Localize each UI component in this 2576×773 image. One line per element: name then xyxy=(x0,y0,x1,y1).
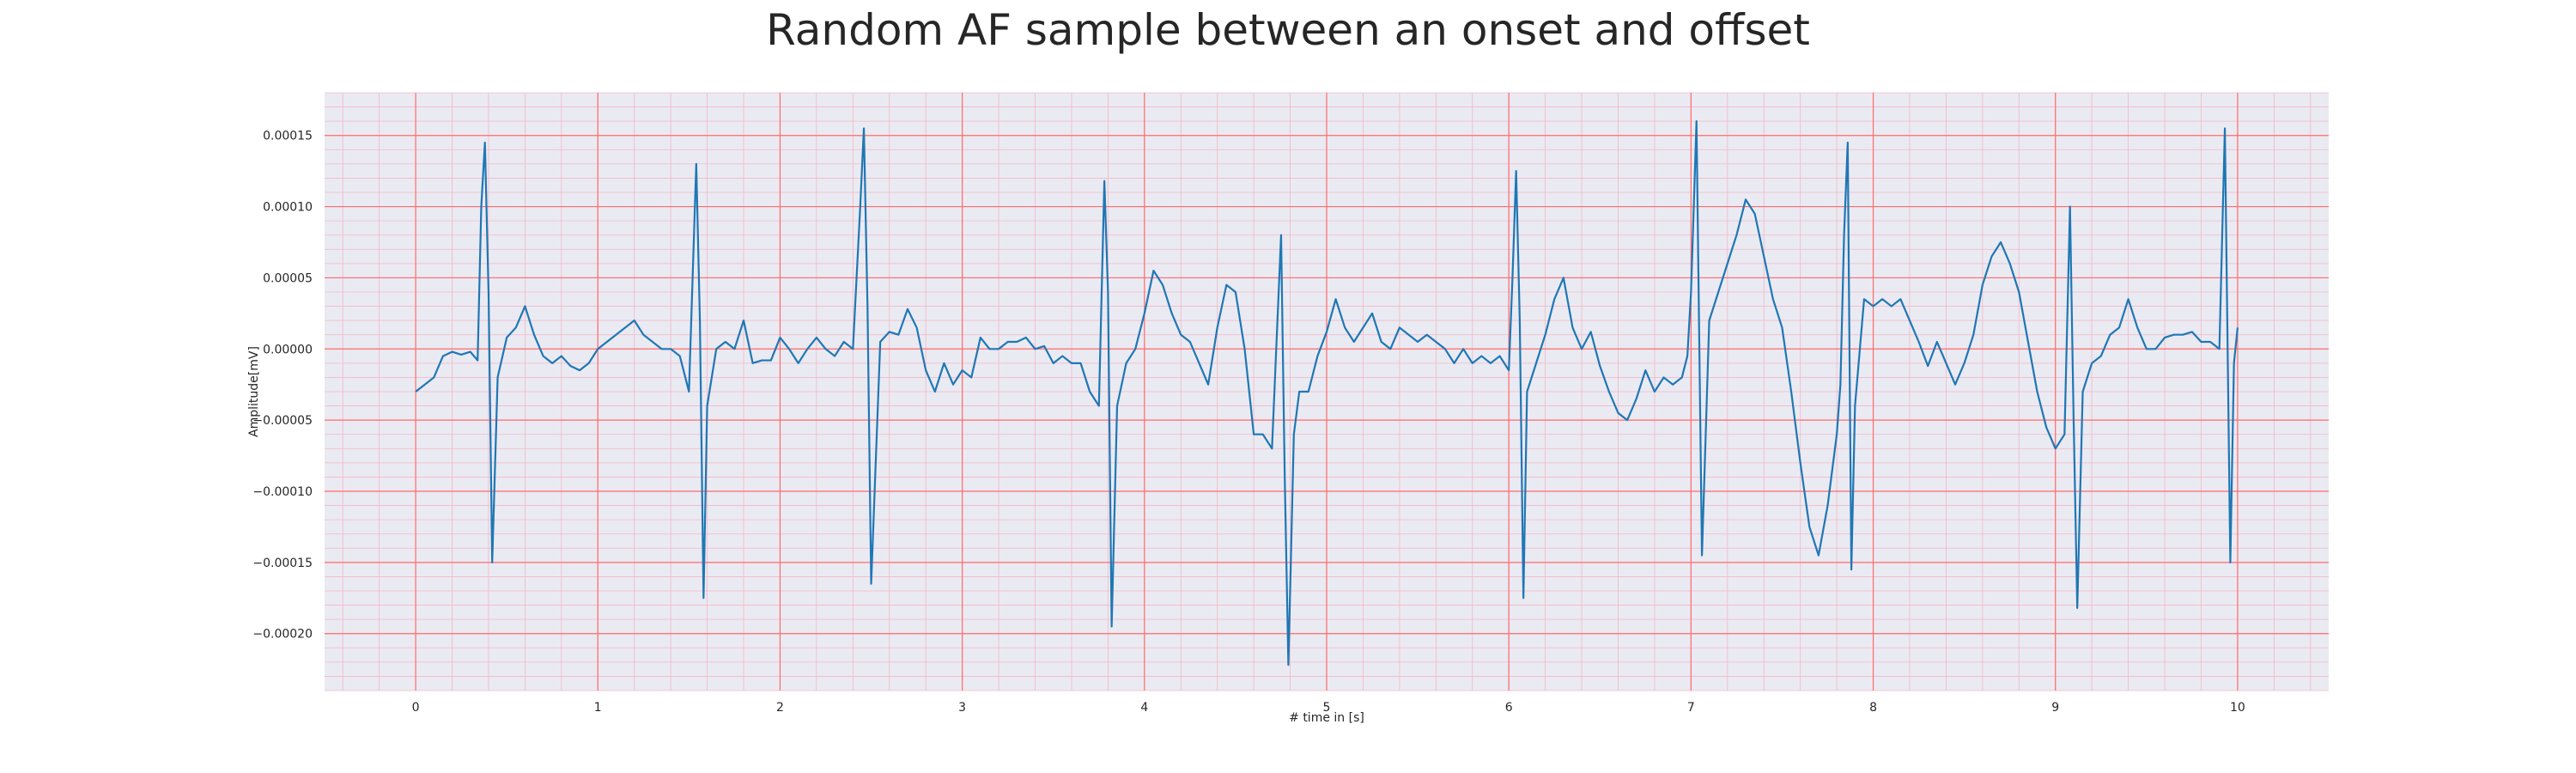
major-grid xyxy=(325,93,2329,691)
y-tick-label: −0.00020 xyxy=(252,628,313,642)
x-tick-label: 5 xyxy=(1323,701,1331,715)
series-group xyxy=(415,120,2239,666)
x-tick-labels: 0 1 2 3 4 5 6 7 8 9 10 xyxy=(412,701,2245,715)
y-tick-label: −0.00005 xyxy=(252,414,313,428)
y-tick-labels: 0.00015 0.00010 0.00005 0.00000 −0.00005 −0.0… xyxy=(252,130,313,642)
x-axis-label: # time in [s] xyxy=(1289,711,1364,725)
y-tick-label: −0.00015 xyxy=(252,557,313,570)
y-tick-label: 0.00000 xyxy=(263,343,313,356)
x-tick-label: 10 xyxy=(2230,701,2245,715)
x-tick-label: 0 xyxy=(412,701,420,715)
x-tick-label: 1 xyxy=(594,701,602,715)
x-tick-label: 4 xyxy=(1140,701,1148,715)
ecg-series-line xyxy=(415,120,2239,666)
y-tick-label: 0.00015 xyxy=(263,130,313,143)
x-tick-label: 3 xyxy=(958,701,966,715)
chart-title: Random AF sample between an onset and of… xyxy=(766,5,1810,55)
y-tick-label: 0.00010 xyxy=(263,201,313,215)
x-tick-label: 2 xyxy=(776,701,784,715)
x-tick-label: 8 xyxy=(1869,701,1877,715)
y-tick-label: 0.00005 xyxy=(263,271,313,285)
x-tick-label: 7 xyxy=(1687,701,1695,715)
y-axis-label: Amplitude[mV] xyxy=(247,346,261,437)
x-tick-label: 6 xyxy=(1505,701,1513,715)
y-tick-label: −0.00010 xyxy=(252,485,313,499)
x-tick-label: 9 xyxy=(2051,701,2059,715)
